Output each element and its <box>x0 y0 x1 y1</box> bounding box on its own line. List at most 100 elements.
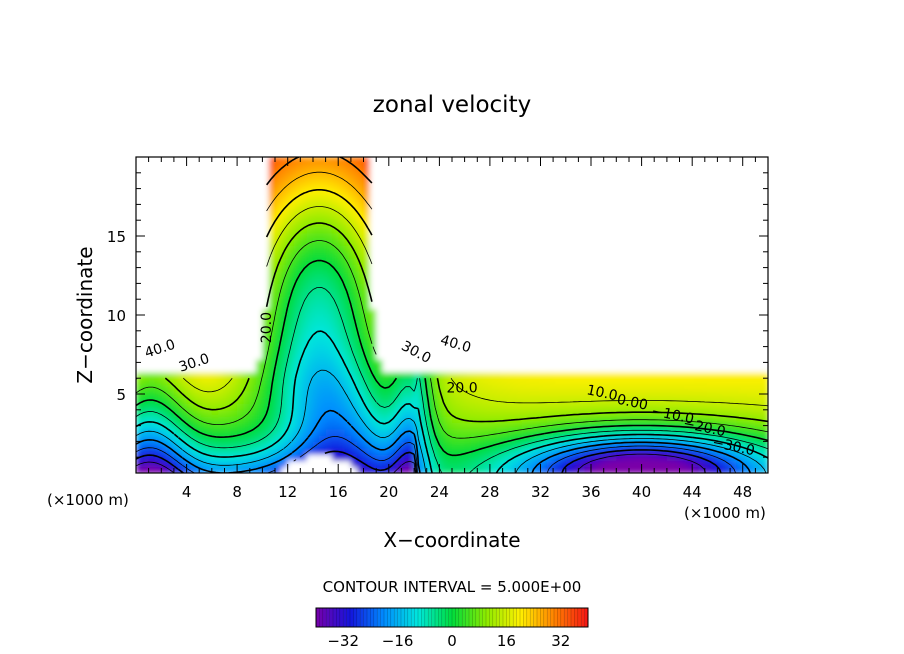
heat-cell <box>483 226 491 234</box>
heat-cell <box>275 422 282 430</box>
heat-cell <box>553 466 561 473</box>
heat-cell <box>736 188 744 196</box>
heat-cell <box>433 289 440 297</box>
heat-cell <box>357 258 365 266</box>
heat-cell <box>679 226 687 234</box>
heat-cell <box>281 232 289 240</box>
heat-cell <box>685 207 693 215</box>
heat-cell <box>470 441 478 449</box>
heat-cell <box>230 232 238 240</box>
heat-cell <box>237 378 245 386</box>
heat-cell <box>426 302 434 310</box>
heat-cell <box>262 289 270 297</box>
heat-cell <box>477 315 485 322</box>
heat-cell <box>502 207 510 215</box>
heat-cell <box>584 460 592 468</box>
heat-cell <box>622 315 630 322</box>
heat-cell <box>540 454 548 461</box>
heat-cell <box>578 232 586 240</box>
heat-cell <box>755 175 763 183</box>
heat-cell <box>268 352 276 360</box>
heat-cell <box>154 422 162 430</box>
heat-cell <box>275 201 282 209</box>
heat-cell <box>357 201 365 209</box>
heat-cell <box>755 352 763 360</box>
heat-cell <box>382 378 390 386</box>
heat-cell <box>249 416 257 424</box>
heat-cell <box>565 346 573 354</box>
heat-cell <box>173 441 181 449</box>
heat-cell <box>420 201 428 209</box>
heat-cell <box>559 258 567 266</box>
heat-cell <box>230 302 238 310</box>
heat-cell <box>363 371 371 379</box>
heat-cell <box>546 466 554 473</box>
heat-cell <box>616 169 624 177</box>
heat-cell <box>761 194 768 202</box>
heat-cell <box>420 352 428 360</box>
heat-cell <box>192 403 200 411</box>
heat-cell <box>173 460 181 468</box>
heat-cell <box>755 207 763 215</box>
heat-cell <box>565 169 573 177</box>
heat-cell <box>565 441 573 449</box>
heat-cell <box>572 245 579 253</box>
heat-cell <box>154 365 162 373</box>
heat-cell <box>319 169 327 177</box>
heat-cell <box>489 460 497 468</box>
heat-cell <box>249 226 257 234</box>
heat-cell <box>439 409 447 417</box>
heat-cell <box>344 333 352 341</box>
heat-cell <box>338 422 346 430</box>
heat-cell <box>749 175 756 183</box>
heat-cell <box>154 175 162 183</box>
heat-cell <box>281 258 289 266</box>
heat-cell <box>591 226 598 234</box>
heat-cell <box>603 435 611 442</box>
heat-cell <box>496 346 504 354</box>
heat-cell <box>565 340 573 348</box>
heat-cell <box>502 175 510 183</box>
heat-cell <box>749 409 756 417</box>
heat-cell <box>452 435 459 442</box>
heat-cell <box>344 416 352 424</box>
heat-cell <box>572 409 579 417</box>
heat-cell <box>736 163 744 171</box>
heat-cell <box>388 289 396 297</box>
heat-cell <box>148 157 156 164</box>
heat-cell <box>249 409 257 417</box>
heat-cell <box>603 201 611 209</box>
heat-cell <box>572 327 579 335</box>
heat-cell <box>654 239 662 247</box>
heat-cell <box>382 220 390 228</box>
heat-cell <box>275 409 282 417</box>
heat-cell <box>350 435 358 442</box>
heat-cell <box>755 302 763 310</box>
heat-cell <box>597 365 605 373</box>
heat-cell <box>736 239 744 247</box>
heat-cell <box>433 460 440 468</box>
heat-cell <box>294 245 301 253</box>
heat-cell <box>654 251 662 259</box>
heat-cell <box>154 428 162 436</box>
heat-cell <box>167 441 175 449</box>
heat-cell <box>401 296 409 303</box>
heat-cell <box>559 441 567 449</box>
heat-cell <box>515 327 523 335</box>
heat-cell <box>262 441 270 449</box>
heat-cell <box>603 277 611 284</box>
heat-cell <box>452 384 459 392</box>
heat-cell <box>527 359 535 367</box>
heat-cell <box>331 454 339 461</box>
heat-cell <box>350 302 358 310</box>
heat-cell <box>761 270 768 278</box>
heat-cell <box>452 308 459 316</box>
heat-cell <box>237 296 245 303</box>
heat-cell <box>622 251 630 259</box>
heat-cell <box>395 321 403 329</box>
heat-cell <box>148 163 156 171</box>
heat-cell <box>597 466 605 473</box>
heat-cell <box>483 327 491 335</box>
heat-cell <box>578 371 586 379</box>
heat-cell <box>603 371 611 379</box>
